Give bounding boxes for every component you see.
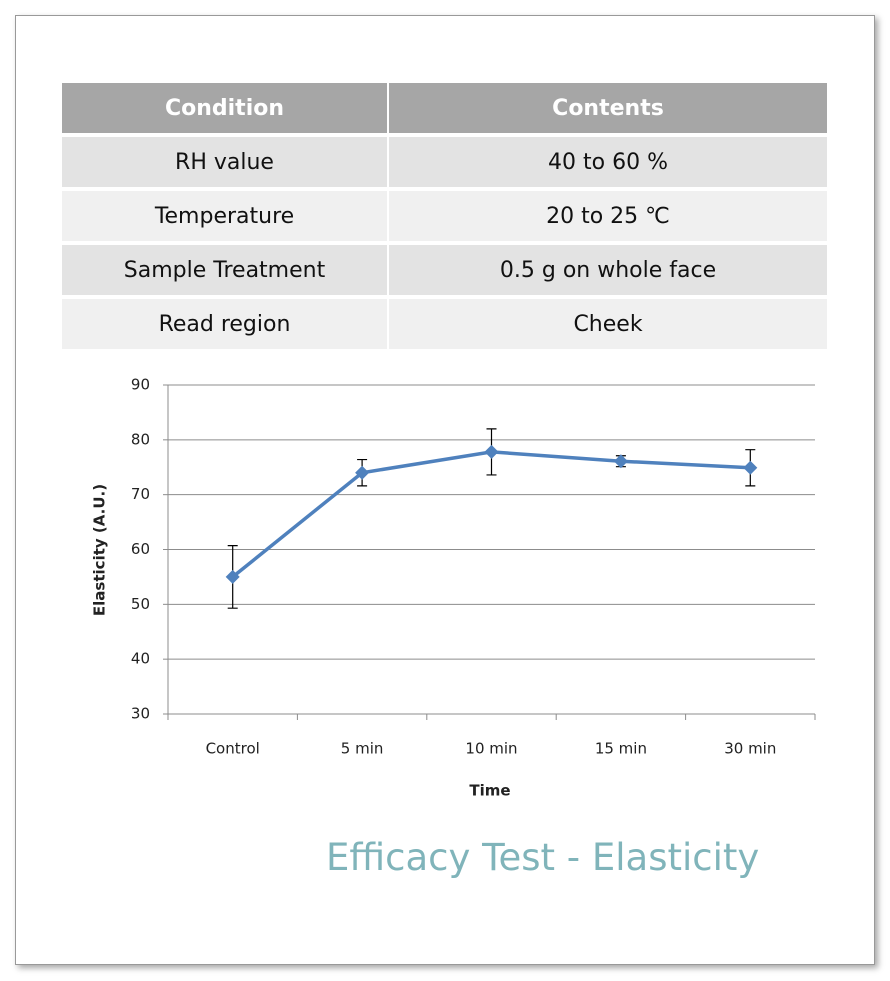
marker	[225, 569, 240, 584]
table-cell: Sample Treatment	[62, 245, 389, 295]
y-tick-label: 80	[131, 430, 150, 448]
marker	[743, 460, 758, 475]
marker	[484, 444, 499, 459]
header-cell: Condition	[62, 83, 389, 133]
table-cell: Temperature	[62, 191, 389, 241]
y-tick-label: 70	[131, 485, 150, 503]
y-tick-label: 60	[131, 540, 150, 558]
table-row: Temperature 20 to 25 ℃	[62, 191, 827, 241]
table-cell: 0.5 g on whole face	[389, 245, 827, 295]
y-tick-label: 90	[131, 376, 150, 394]
x-tick-label: Control	[206, 740, 260, 758]
conditions-table: Condition Contents RH value 40 to 60 % Tem…	[62, 79, 827, 353]
table-row: Sample Treatment 0.5 g on whole face	[62, 245, 827, 295]
header-row: Condition Contents	[62, 83, 827, 133]
table-cell: 40 to 60 %	[389, 137, 827, 187]
table-row: RH value 40 to 60 %	[62, 137, 827, 187]
y-tick-label: 50	[131, 595, 150, 613]
x-tick-label: 15 min	[595, 740, 647, 758]
table-cell: Cheek	[389, 299, 827, 349]
x-tick-label: 10 min	[465, 740, 517, 758]
table-cell: 20 to 25 ℃	[389, 191, 827, 241]
caption: Efficacy Test - Elasticity	[326, 836, 760, 879]
table-cell: Read region	[62, 299, 389, 349]
y-axis-label: Elasticity (A.U.)	[91, 484, 109, 616]
marker	[355, 465, 370, 480]
y-tick-label: 40	[131, 650, 150, 668]
marker	[613, 454, 628, 469]
x-tick-label: 5 min	[341, 740, 384, 758]
x-axis-label: Time	[469, 782, 510, 800]
x-tick-label: 30 min	[724, 740, 776, 758]
header-cell: Contents	[389, 83, 827, 133]
table-cell: RH value	[62, 137, 389, 187]
y-tick-label: 30	[131, 705, 150, 723]
table-row: Read region Cheek	[62, 299, 827, 349]
